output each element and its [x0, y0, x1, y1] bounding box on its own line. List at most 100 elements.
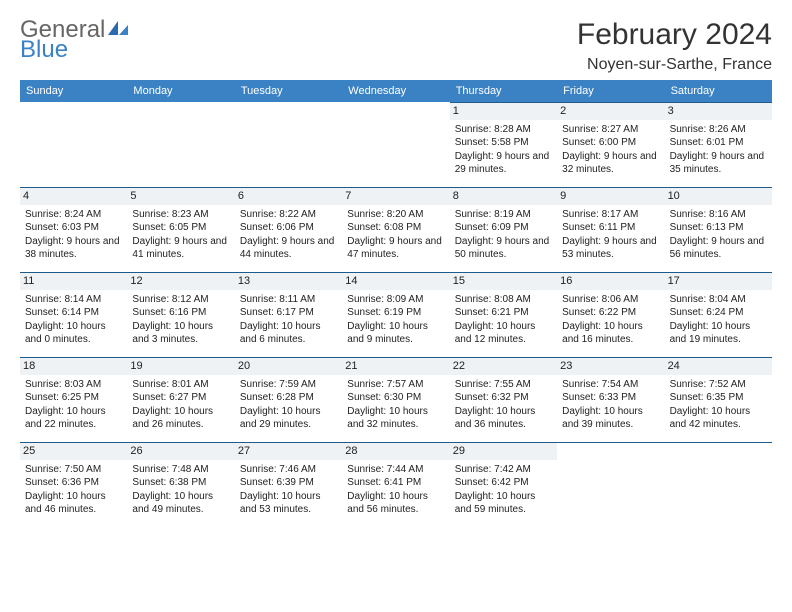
sunset-line: Sunset: 6:14 PM	[25, 306, 122, 320]
day-number: 2	[557, 103, 664, 120]
sunset-line: Sunset: 6:36 PM	[25, 476, 122, 490]
day-cell-16: 16Sunrise: 8:06 AMSunset: 6:22 PMDayligh…	[557, 272, 664, 357]
day-cell-8: 8Sunrise: 8:19 AMSunset: 6:09 PMDaylight…	[450, 187, 557, 272]
sunrise-line: Sunrise: 8:14 AM	[25, 293, 122, 307]
sunrise-line: Sunrise: 7:59 AM	[240, 378, 337, 392]
day-cell-9: 9Sunrise: 8:17 AMSunset: 6:11 PMDaylight…	[557, 187, 664, 272]
sunset-line: Sunset: 6:16 PM	[132, 306, 229, 320]
sunrise-line: Sunrise: 8:23 AM	[132, 208, 229, 222]
day-cell-15: 15 Sunrise: 8:08 AMSunset: 6:21 PMDayligh…	[450, 272, 557, 357]
day-cell-17: 17Sunrise: 8:04 AMSunset: 6:24 PMDayligh…	[665, 272, 772, 357]
day-cell-25: 25Sunrise: 7:50 AMSunset: 6:36 PMDayligh…	[20, 442, 127, 527]
sunrise-line: Sunrise: 8:20 AM	[347, 208, 444, 222]
sunrise-line: Sunrise: 8:03 AM	[25, 378, 122, 392]
sunrise-line: Sunrise: 8:17 AM	[562, 208, 659, 222]
sunrise-line: Sunrise: 8:08 AM	[455, 293, 552, 307]
day-cell-28: 28Sunrise: 7:44 AMSunset: 6:41 PMDayligh…	[342, 442, 449, 527]
daylight-line: Daylight: 10 hours and 46 minutes.	[25, 490, 122, 517]
day-number: 1	[450, 103, 557, 120]
day-number: 29	[450, 443, 557, 460]
day-number: 20	[235, 358, 342, 375]
day-cell-5: 5Sunrise: 8:23 AMSunset: 6:05 PMDaylight…	[127, 187, 234, 272]
sunset-line: Sunset: 6:13 PM	[670, 221, 767, 235]
day-number: 12	[127, 273, 234, 290]
day-number: 9	[557, 188, 664, 205]
daylight-line: Daylight: 10 hours and 22 minutes.	[25, 405, 122, 432]
empty-cell	[127, 102, 234, 187]
day-number: 15	[450, 273, 557, 290]
day-cell-22: 22Sunrise: 7:55 AMSunset: 6:32 PMDayligh…	[450, 357, 557, 442]
daylight-line: Daylight: 10 hours and 12 minutes.	[455, 320, 552, 347]
sunrise-line: Sunrise: 8:01 AM	[132, 378, 229, 392]
sunrise-line: Sunrise: 7:42 AM	[455, 463, 552, 477]
sunset-line: Sunset: 6:06 PM	[240, 221, 337, 235]
day-number: 6	[235, 188, 342, 205]
weekday-col-1: Monday	[127, 80, 234, 102]
sunrise-line: Sunrise: 7:52 AM	[670, 378, 767, 392]
sunrise-line: Sunrise: 8:16 AM	[670, 208, 767, 222]
daylight-line: Daylight: 9 hours and 29 minutes.	[455, 150, 552, 177]
sunrise-line: Sunrise: 7:48 AM	[132, 463, 229, 477]
daylight-line: Daylight: 10 hours and 53 minutes.	[240, 490, 337, 517]
day-cell-26: 26Sunrise: 7:48 AMSunset: 6:38 PMDayligh…	[127, 442, 234, 527]
calendar-grid: 1Sunrise: 8:28 AMSunset: 5:58 PMDaylight…	[20, 102, 772, 527]
title-block: February 2024 Noyen-sur-Sarthe, France	[577, 18, 772, 74]
day-cell-11: 11 Sunrise: 8:14 AMSunset: 6:14 PMDayligh…	[20, 272, 127, 357]
sunset-line: Sunset: 6:41 PM	[347, 476, 444, 490]
day-number: 25	[20, 443, 127, 460]
day-cell-10: 10Sunrise: 8:16 AMSunset: 6:13 PMDayligh…	[665, 187, 772, 272]
day-cell-12: 12Sunrise: 8:12 AMSunset: 6:16 PMDayligh…	[127, 272, 234, 357]
day-cell-19: 19Sunrise: 8:01 AMSunset: 6:27 PMDayligh…	[127, 357, 234, 442]
sunset-line: Sunset: 6:00 PM	[562, 136, 659, 150]
daylight-line: Daylight: 10 hours and 26 minutes.	[132, 405, 229, 432]
sunset-line: Sunset: 6:42 PM	[455, 476, 552, 490]
sunrise-line: Sunrise: 8:19 AM	[455, 208, 552, 222]
empty-cell	[342, 102, 449, 187]
day-cell-7: 7Sunrise: 8:20 AMSunset: 6:08 PMDaylight…	[342, 187, 449, 272]
day-cell-13: 13Sunrise: 8:11 AMSunset: 6:17 PMDayligh…	[235, 272, 342, 357]
day-cell-4: 4Sunrise: 8:24 AMSunset: 6:03 PMDaylight…	[20, 187, 127, 272]
daylight-line: Daylight: 10 hours and 16 minutes.	[562, 320, 659, 347]
weekday-col-5: Friday	[557, 80, 664, 102]
day-number: 28	[342, 443, 449, 460]
sunrise-line: Sunrise: 8:26 AM	[670, 123, 767, 137]
daylight-line: Daylight: 9 hours and 53 minutes.	[562, 235, 659, 262]
day-number: 8	[450, 188, 557, 205]
day-number: 21	[342, 358, 449, 375]
day-cell-20: 20 Sunrise: 7:59 AMSunset: 6:28 PMDayligh…	[235, 357, 342, 442]
weekday-col-2: Tuesday	[235, 80, 342, 102]
daylight-line: Daylight: 10 hours and 29 minutes.	[240, 405, 337, 432]
logo: GeneralBlue	[20, 18, 131, 62]
day-number: 11	[20, 273, 127, 290]
location-label: Noyen-sur-Sarthe, France	[577, 56, 772, 74]
day-cell-29: 29Sunrise: 7:42 AMSunset: 6:42 PMDayligh…	[450, 442, 557, 527]
sunrise-line: Sunrise: 8:06 AM	[562, 293, 659, 307]
day-number: 19	[127, 358, 234, 375]
calendar-page: GeneralBlue February 2024 Noyen-sur-Sart…	[0, 0, 792, 537]
sunset-line: Sunset: 6:33 PM	[562, 391, 659, 405]
daylight-line: Daylight: 10 hours and 0 minutes.	[25, 320, 122, 347]
daylight-line: Daylight: 10 hours and 39 minutes.	[562, 405, 659, 432]
sunset-line: Sunset: 6:30 PM	[347, 391, 444, 405]
sunrise-line: Sunrise: 8:24 AM	[25, 208, 122, 222]
day-number: 27	[235, 443, 342, 460]
day-number: 7	[342, 188, 449, 205]
sunset-line: Sunset: 6:39 PM	[240, 476, 337, 490]
day-cell-23: 23Sunrise: 7:54 AMSunset: 6:33 PMDayligh…	[557, 357, 664, 442]
day-number: 13	[235, 273, 342, 290]
sunset-line: Sunset: 6:22 PM	[562, 306, 659, 320]
sunrise-line: Sunrise: 8:11 AM	[240, 293, 337, 307]
daylight-line: Daylight: 9 hours and 32 minutes.	[562, 150, 659, 177]
sunset-line: Sunset: 6:21 PM	[455, 306, 552, 320]
sunset-line: Sunset: 6:28 PM	[240, 391, 337, 405]
empty-cell	[20, 102, 127, 187]
sunset-line: Sunset: 6:03 PM	[25, 221, 122, 235]
sunrise-line: Sunrise: 7:55 AM	[455, 378, 552, 392]
day-cell-6: 6Sunrise: 8:22 AMSunset: 6:06 PMDaylight…	[235, 187, 342, 272]
daylight-line: Daylight: 9 hours and 44 minutes.	[240, 235, 337, 262]
daylight-line: Daylight: 9 hours and 50 minutes.	[455, 235, 552, 262]
daylight-line: Daylight: 10 hours and 19 minutes.	[670, 320, 767, 347]
daylight-line: Daylight: 10 hours and 42 minutes.	[670, 405, 767, 432]
daylight-line: Daylight: 10 hours and 36 minutes.	[455, 405, 552, 432]
sunset-line: Sunset: 6:17 PM	[240, 306, 337, 320]
